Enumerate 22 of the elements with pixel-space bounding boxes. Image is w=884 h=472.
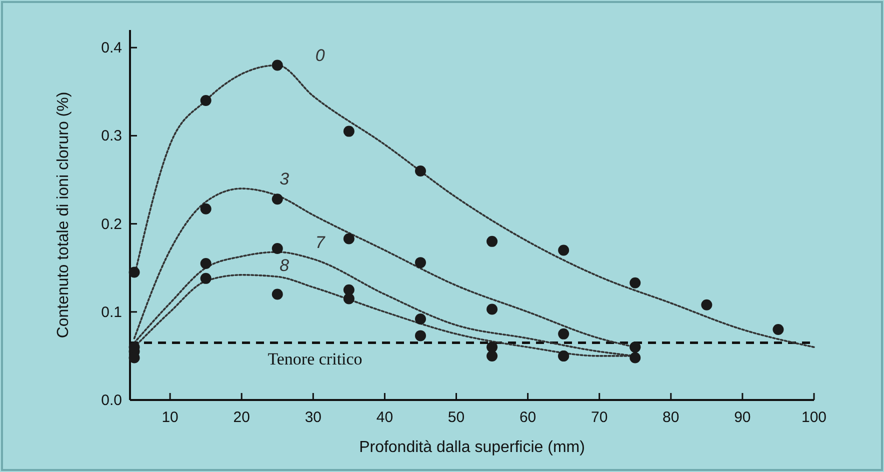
- ref-line-label: Tenore critico: [268, 350, 362, 369]
- x-tick-label: 10: [162, 409, 178, 426]
- x-tick-label: 50: [448, 409, 465, 426]
- y-tick-label: 0.1: [101, 304, 122, 321]
- y-tick-label: 0.3: [101, 128, 122, 145]
- y-tick-label: 0.4: [101, 40, 122, 57]
- x-tick-label: 30: [304, 409, 322, 426]
- x-axis-title: Profondità dalla superficie (mm): [359, 439, 585, 456]
- x-tick-label: 90: [734, 409, 751, 426]
- y-tick-label: 0.0: [101, 392, 122, 409]
- x-tick-label: 80: [662, 409, 680, 426]
- x-tick-label: 70: [591, 409, 608, 426]
- x-tick-label: 20: [233, 409, 250, 426]
- x-tick-label: 100: [801, 409, 827, 426]
- y-axis-title: Contenuto totale di ioni cloruro (%): [55, 92, 72, 338]
- y-tick-label: 0.2: [101, 216, 122, 233]
- series-label: 8: [280, 256, 290, 275]
- x-tick-label: 40: [376, 409, 394, 426]
- series-label: 0: [315, 46, 326, 66]
- x-tick-label: 60: [519, 409, 536, 426]
- series-label: 3: [280, 170, 290, 189]
- series-label: 7: [315, 233, 326, 252]
